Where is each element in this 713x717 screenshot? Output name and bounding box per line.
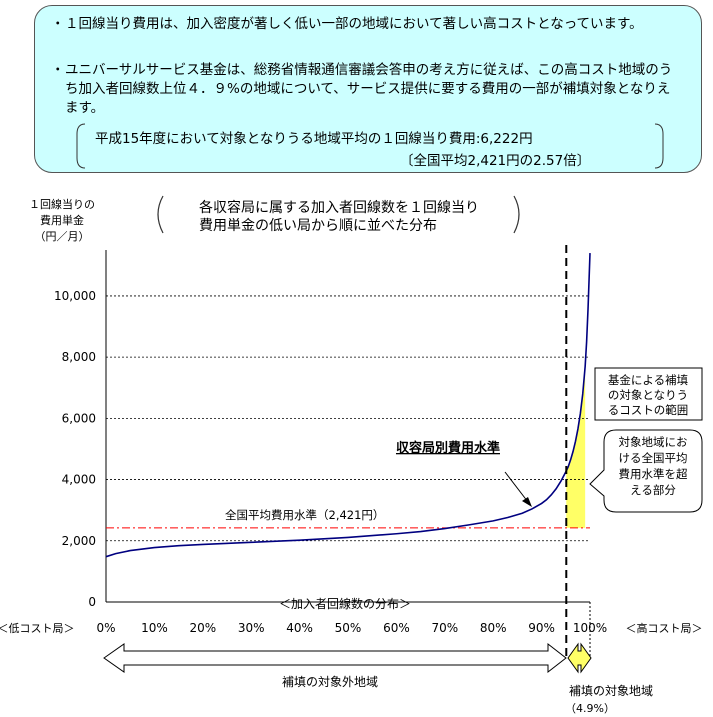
callout-sub-bubble bbox=[589, 429, 703, 513]
x-tick-label: 10% bbox=[141, 621, 168, 635]
series-line bbox=[105, 253, 591, 558]
bullet-mark: ・ bbox=[51, 16, 65, 32]
y-label-line-3: （円／月） bbox=[35, 230, 90, 243]
subsidy-callout: 基金による補填の対象となりうるコストの範囲対象地域における全国平均費用水準を超え… bbox=[589, 367, 703, 513]
callout-text-line: 基金による補填 bbox=[608, 373, 689, 387]
summary-bullet-1: ・ １回線当り費用は、加入密度が著しく低い一部の地域において著しい高コストとなっ… bbox=[51, 15, 683, 34]
bullet-text: ユニバーサルサービス基金は、総務省情報通信審議会答申の考え方に従えば、この高コス… bbox=[65, 62, 673, 116]
y-tick-label: 8,000 bbox=[62, 350, 96, 364]
x-tick-label: 50% bbox=[335, 621, 362, 635]
x-tick-label: 20% bbox=[189, 621, 216, 635]
target-average-cost: 平成15年度において対象となりうる地域平均の１回線当り費用:6,222円 bbox=[95, 131, 533, 147]
chart-title-line-1: 各収容局に属する加入者回線数を１回線当り bbox=[199, 199, 479, 216]
y-tick-label: 2,000 bbox=[62, 534, 96, 548]
y-tick-label: 0 bbox=[88, 595, 96, 609]
summary-bullet-2: ・ ユニバーサルサービス基金は、総務省情報通信審議会答申の考え方に従えば、この高… bbox=[51, 61, 683, 118]
y-tick-label: 10,000 bbox=[54, 289, 96, 303]
chart-title-line-2: 費用単金の低い局から順に並べた分布 bbox=[199, 218, 437, 234]
callout-sub-text-line: 費用水準を超 bbox=[619, 467, 688, 481]
x-tick-label: 90% bbox=[528, 621, 555, 635]
low-cost-label: ＜低コスト局＞ bbox=[0, 622, 75, 635]
y-tick-label: 4,000 bbox=[62, 473, 96, 487]
national-average-ratio: 〔全国平均2,421円の2.57倍〕 bbox=[400, 153, 591, 169]
callout-sub-text-line: ける全国平均 bbox=[619, 451, 688, 465]
x-tick-label: 0% bbox=[96, 621, 115, 635]
x-axis-label: ＜加入者回線数の分布＞ bbox=[279, 596, 411, 611]
y-label-line-2: 費用単金 bbox=[40, 213, 84, 227]
plot-area: 0 2,000 4,000 6,000 8,000 10,000 0% 10% 20% 30% 40… bbox=[54, 245, 607, 674]
curve-label: 収容局別費用水準 bbox=[396, 440, 500, 456]
x-tick-label: 30% bbox=[238, 621, 265, 635]
target-fill-area bbox=[566, 366, 586, 528]
chart-title: 各収容局に属する加入者回線数を１回線当り 費用単金の低い局から順に並べた分布 bbox=[157, 195, 520, 234]
bullet-text: １回線当り費用は、加入密度が著しく低い一部の地域において著しい高コストとなってい… bbox=[65, 16, 643, 32]
target-region-arrow bbox=[567, 642, 592, 674]
y-axis-label: １回線当りの 費用単金 （円／月） bbox=[29, 197, 95, 243]
callout-text-line: るコストの範囲 bbox=[608, 403, 689, 417]
summary-box: ・ １回線当り費用は、加入密度が著しく低い一部の地域において著しい高コストとなっ… bbox=[34, 5, 702, 173]
bullet-mark: ・ bbox=[51, 62, 65, 78]
high-cost-label: ＜高コスト局＞ bbox=[626, 621, 703, 635]
callout-text-line: の対象となりう bbox=[608, 388, 688, 402]
curve-label-arrowhead bbox=[522, 497, 532, 507]
callout-sub-text-line: える部分 bbox=[630, 483, 676, 497]
national-average-label: 全国平均費用水準（2,421円） bbox=[225, 508, 384, 522]
target-share-label: （4.9%） bbox=[565, 702, 615, 715]
average-bracket bbox=[76, 123, 664, 169]
target-region-label: 補填の対象地域 bbox=[569, 684, 653, 698]
x-tick-label: 40% bbox=[286, 621, 313, 635]
non-target-region-arrow bbox=[103, 642, 567, 674]
non-target-region-label: 補填の対象外地域 bbox=[282, 675, 378, 689]
x-tick-label: 80% bbox=[480, 621, 507, 635]
callout-box bbox=[594, 367, 703, 421]
y-tick-label: 6,000 bbox=[62, 411, 96, 425]
x-tick-label: 60% bbox=[383, 621, 410, 635]
x-tick-label: 70% bbox=[431, 621, 458, 635]
curve-label-pointer bbox=[504, 471, 529, 503]
y-label-line-1: １回線当りの bbox=[29, 197, 95, 211]
callout-sub-text-line: 対象地域にお bbox=[619, 435, 688, 449]
